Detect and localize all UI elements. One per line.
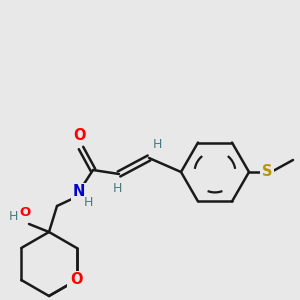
Text: H: H [152,139,162,152]
Text: S: S [262,164,272,179]
Text: H: H [83,196,93,209]
Text: O: O [73,128,85,143]
Text: O: O [20,206,31,220]
Text: H: H [8,209,18,223]
Text: O: O [70,272,83,287]
Text: N: N [73,184,85,200]
Text: H: H [112,182,122,194]
FancyBboxPatch shape [67,272,87,288]
